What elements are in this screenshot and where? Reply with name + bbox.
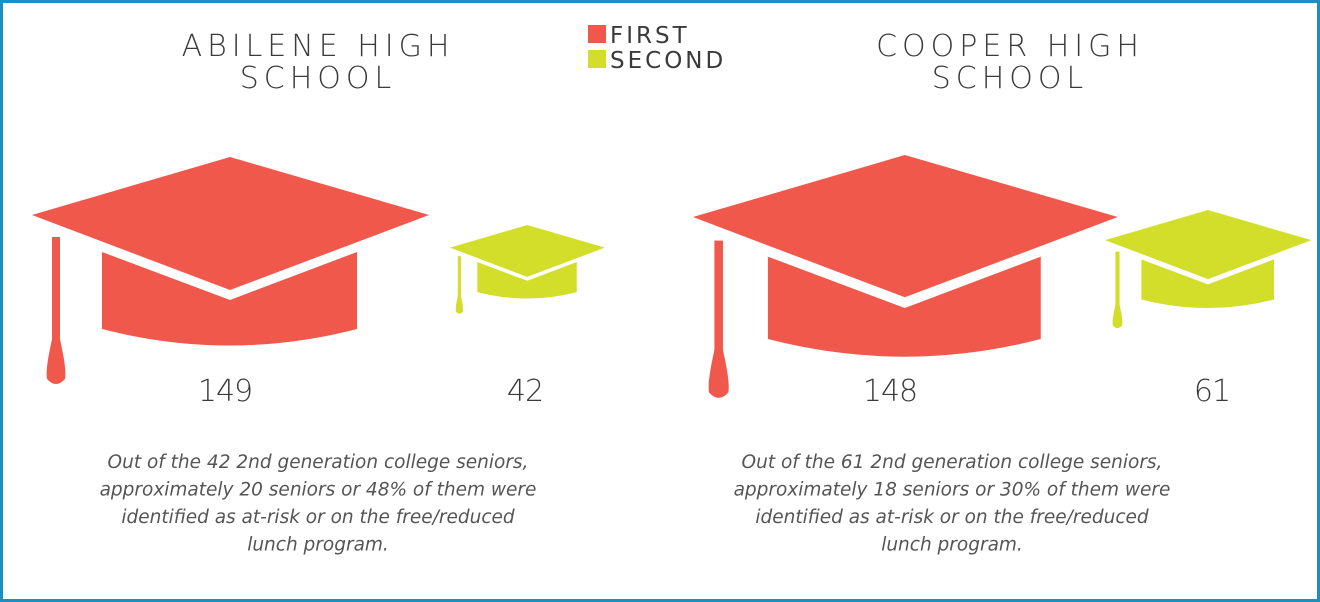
note-line: identified as at-risk or on the free/red…: [121, 507, 515, 528]
legend-swatch: [588, 50, 606, 68]
note-line: Out of the 61 2nd generation college sen…: [742, 452, 1163, 473]
second-count: 61: [1194, 374, 1230, 409]
second-cap: [1105, 210, 1312, 329]
note-line: approximately 20 seniors or 48% of them …: [100, 480, 537, 501]
note-line: Out of the 42 2nd generation college sen…: [108, 452, 529, 473]
note-line: identified as at-risk or on the free/red…: [755, 507, 1149, 528]
note-line: approximately 18 seniors or 30% of them …: [734, 480, 1171, 501]
legend-label: SECOND: [610, 48, 726, 74]
school-title: COOPER HIGH: [876, 29, 1144, 64]
first-cap: [32, 157, 429, 384]
school-title: SCHOOL: [240, 61, 397, 96]
first-count: 149: [198, 374, 252, 409]
legend-swatch: [588, 25, 606, 43]
note-line: lunch program.: [881, 535, 1023, 556]
second-cap: [450, 225, 605, 314]
legend-label: FIRST: [610, 23, 690, 49]
first-cap: [693, 155, 1118, 398]
second-count: 42: [507, 374, 543, 409]
school-title: SCHOOL: [932, 61, 1089, 96]
first-count: 148: [863, 374, 917, 409]
school-title: ABILENE HIGH: [182, 29, 455, 64]
note-line: lunch program.: [247, 535, 389, 556]
